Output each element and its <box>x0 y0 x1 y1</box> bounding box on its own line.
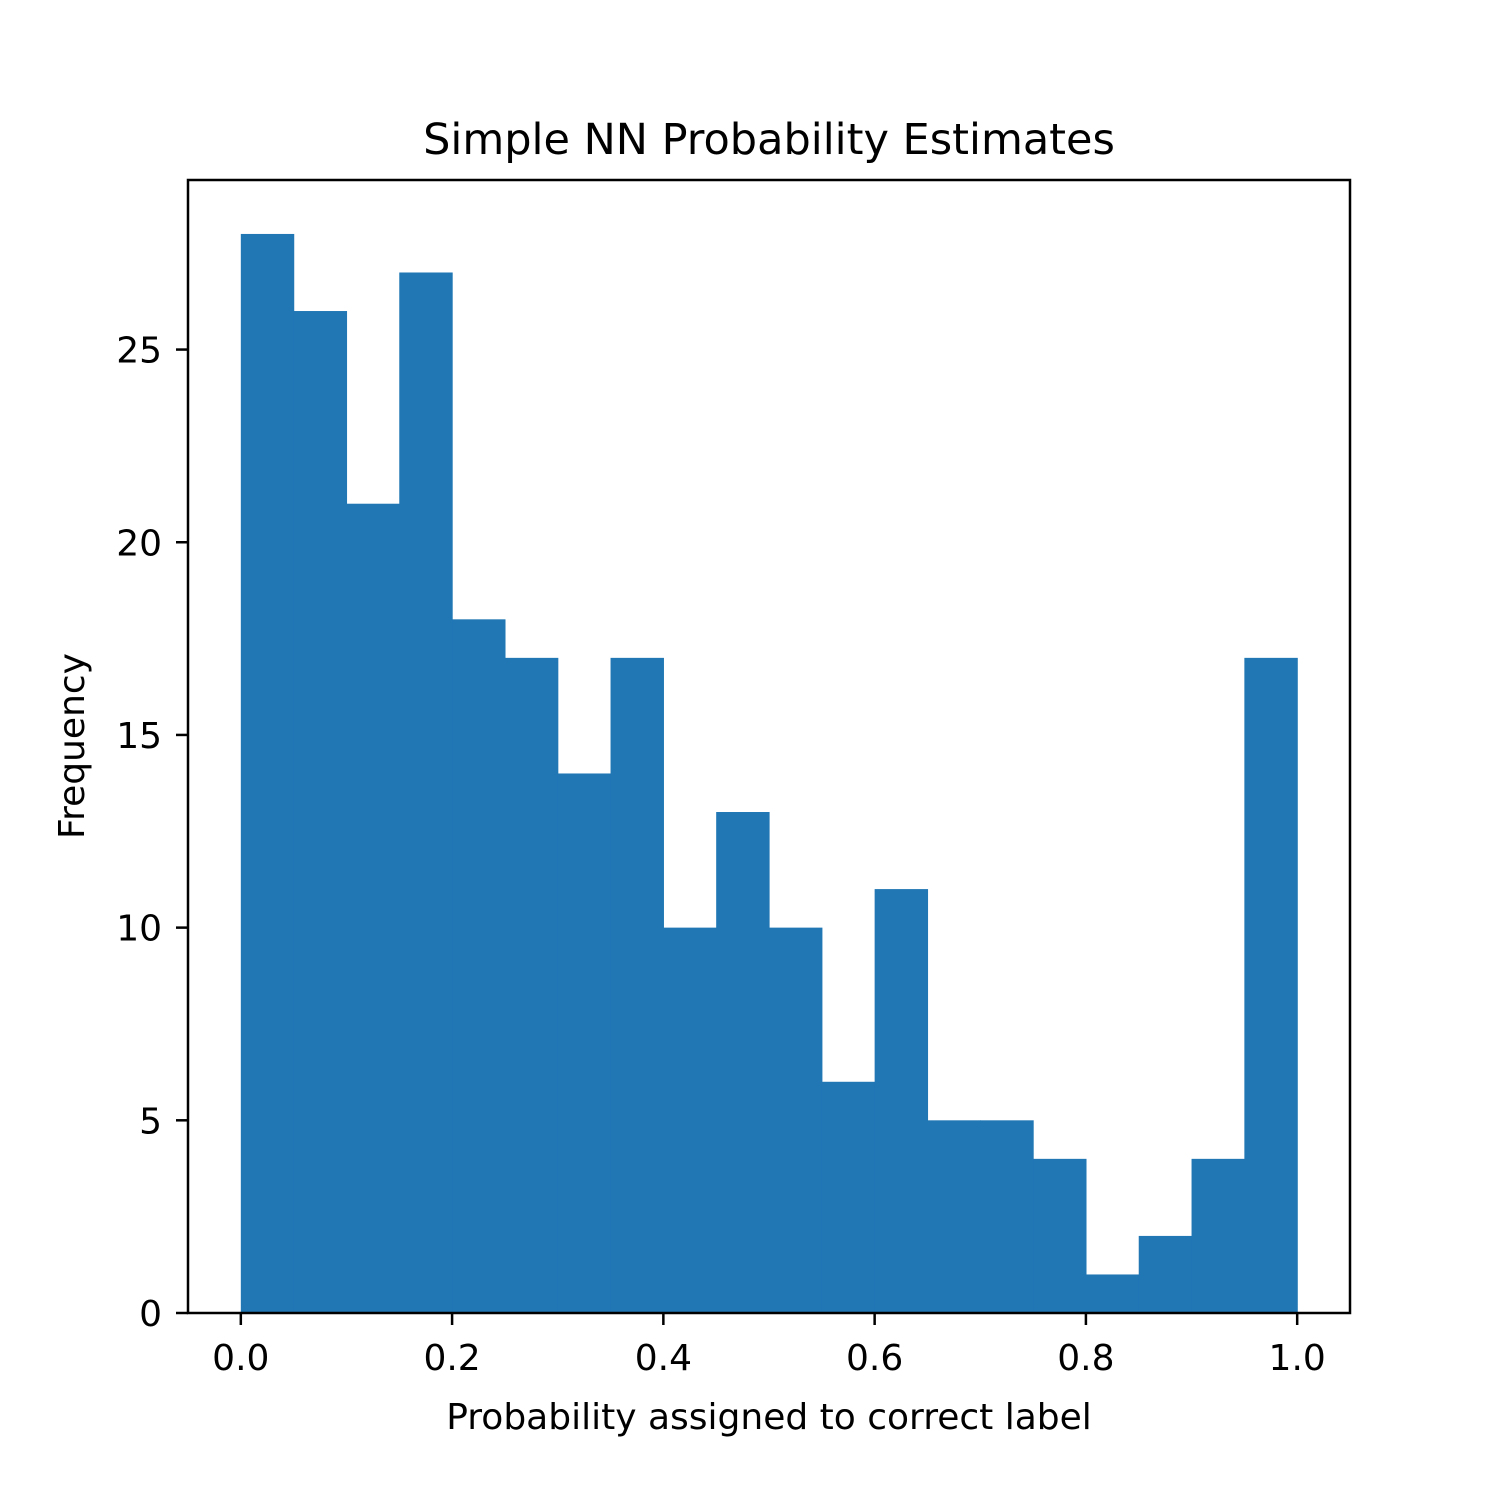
y-axis: 0 5 10 15 20 25 <box>116 331 188 1335</box>
histogram-bar <box>821 1081 876 1313</box>
histogram-bar <box>769 927 823 1313</box>
x-tick-label: 0.6 <box>846 1338 903 1379</box>
y-axis-label: Frequency <box>52 653 93 839</box>
histogram-bar <box>980 1120 1034 1313</box>
y-tick-label: 20 <box>116 523 162 564</box>
y-tick-label: 0 <box>139 1294 162 1335</box>
chart-title: Simple NN Probability Estimates <box>423 115 1115 165</box>
y-tick-label: 5 <box>139 1101 162 1142</box>
histogram-bar <box>240 233 295 1313</box>
histogram-bar <box>610 657 664 1313</box>
histogram-bar <box>1138 1235 1193 1313</box>
x-tick-label: 0.2 <box>423 1338 480 1379</box>
histogram-bar <box>346 503 400 1313</box>
x-tick-label: 1.0 <box>1269 1338 1326 1379</box>
histogram-bar <box>504 657 559 1313</box>
histogram-bar <box>399 272 453 1314</box>
histogram-bar <box>1244 657 1298 1313</box>
histogram-bar <box>557 773 612 1313</box>
histogram-bar <box>716 812 770 1313</box>
histogram-bar <box>1191 1158 1245 1313</box>
x-axis: 0.0 0.2 0.4 0.6 0.8 1.0 <box>212 1313 1326 1379</box>
x-tick-label: 0.8 <box>1057 1338 1114 1379</box>
y-tick-label: 10 <box>116 909 162 950</box>
histogram-bar <box>1033 1158 1087 1313</box>
histogram-bar <box>663 927 717 1313</box>
histogram-bar <box>874 889 929 1313</box>
plot-frame <box>186 178 1352 1315</box>
histogram-bar <box>293 311 348 1313</box>
x-tick-label: 0.0 <box>212 1338 269 1379</box>
y-tick-label: 25 <box>116 331 162 372</box>
histogram-bar <box>927 1120 981 1313</box>
histogram-bars <box>240 233 1298 1314</box>
x-tick-label: 0.4 <box>635 1338 692 1379</box>
histogram-bar <box>452 619 506 1313</box>
x-axis-label: Probability assigned to correct label <box>446 1397 1092 1438</box>
histogram-bar <box>1085 1274 1140 1313</box>
y-tick-label: 15 <box>116 716 162 757</box>
